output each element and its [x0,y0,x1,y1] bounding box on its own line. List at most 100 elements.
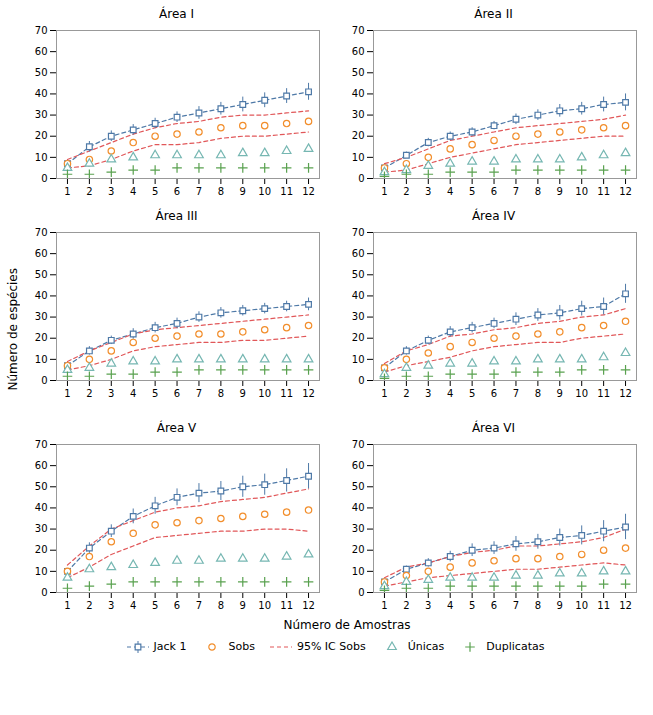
svg-text:9: 9 [240,600,246,611]
svg-text:7: 7 [196,186,202,197]
svg-text:30: 30 [352,523,365,534]
svg-text:7: 7 [196,388,202,399]
svg-text:10: 10 [352,152,365,163]
svg-text:11: 11 [597,388,610,399]
svg-text:20: 20 [35,544,48,555]
svg-text:8: 8 [218,388,224,399]
svg-text:7: 7 [513,388,519,399]
svg-text:3: 3 [425,600,431,611]
svg-text:1: 1 [381,186,387,197]
svg-text:10: 10 [35,152,48,163]
svg-text:2: 2 [403,600,409,611]
svg-text:8: 8 [535,600,541,611]
svg-text:5: 5 [469,186,475,197]
svg-text:11: 11 [597,600,610,611]
svg-text:2: 2 [86,186,92,197]
svg-text:12: 12 [619,388,632,399]
svg-text:10: 10 [575,388,588,399]
svg-text:6: 6 [491,186,497,197]
svg-text:50: 50 [352,269,365,280]
svg-text:0: 0 [41,173,47,184]
svg-text:2: 2 [86,600,92,611]
svg-text:9: 9 [557,388,563,399]
svg-text:6: 6 [174,388,180,399]
svg-text:70: 70 [352,25,365,36]
svg-text:20: 20 [35,332,48,343]
svg-text:5: 5 [152,186,158,197]
svg-text:60: 60 [352,46,365,57]
svg-text:70: 70 [352,227,365,238]
svg-text:0: 0 [41,375,47,386]
svg-text:2: 2 [403,388,409,399]
svg-text:10: 10 [352,354,365,365]
svg-text:4: 4 [447,388,453,399]
svg-text:40: 40 [35,290,48,301]
svg-text:30: 30 [352,109,365,120]
svg-text:60: 60 [35,460,48,471]
svg-text:0: 0 [358,587,364,598]
svg-text:30: 30 [35,523,48,534]
svg-text:10: 10 [258,600,271,611]
svg-text:11: 11 [597,186,610,197]
svg-text:11: 11 [280,186,293,197]
svg-text:5: 5 [469,388,475,399]
svg-text:1: 1 [64,388,70,399]
svg-text:9: 9 [557,186,563,197]
svg-text:10: 10 [258,388,271,399]
svg-text:40: 40 [35,502,48,513]
svg-text:30: 30 [352,311,365,322]
svg-text:40: 40 [352,502,365,513]
svg-text:0: 0 [358,375,364,386]
svg-text:8: 8 [218,600,224,611]
svg-text:8: 8 [218,186,224,197]
svg-text:8: 8 [535,186,541,197]
svg-text:3: 3 [108,388,114,399]
svg-text:12: 12 [619,600,632,611]
svg-text:10: 10 [575,600,588,611]
svg-text:60: 60 [352,248,365,259]
svg-text:4: 4 [130,186,136,197]
svg-text:9: 9 [557,600,563,611]
svg-text:40: 40 [352,290,365,301]
svg-text:11: 11 [280,388,293,399]
svg-text:70: 70 [352,439,365,450]
svg-text:5: 5 [469,600,475,611]
svg-text:6: 6 [491,388,497,399]
svg-text:1: 1 [64,600,70,611]
svg-text:0: 0 [358,173,364,184]
svg-text:7: 7 [513,600,519,611]
svg-text:40: 40 [35,88,48,99]
svg-text:12: 12 [302,186,315,197]
svg-text:4: 4 [447,600,453,611]
svg-text:10: 10 [575,186,588,197]
svg-text:3: 3 [108,600,114,611]
svg-text:12: 12 [302,600,315,611]
svg-text:4: 4 [130,600,136,611]
svg-text:1: 1 [64,186,70,197]
svg-text:7: 7 [196,600,202,611]
svg-text:10: 10 [35,566,48,577]
svg-text:30: 30 [35,311,48,322]
svg-text:4: 4 [447,186,453,197]
svg-text:3: 3 [425,186,431,197]
svg-text:8: 8 [535,388,541,399]
svg-text:60: 60 [35,46,48,57]
svg-text:6: 6 [174,600,180,611]
svg-text:11: 11 [280,600,293,611]
svg-text:20: 20 [352,130,365,141]
svg-text:60: 60 [35,248,48,259]
svg-text:10: 10 [35,354,48,365]
svg-text:1: 1 [381,600,387,611]
svg-text:50: 50 [352,481,365,492]
svg-text:70: 70 [35,439,48,450]
svg-text:10: 10 [352,566,365,577]
svg-text:12: 12 [619,186,632,197]
svg-text:5: 5 [152,600,158,611]
svg-text:50: 50 [35,67,48,78]
svg-text:2: 2 [86,388,92,399]
svg-text:6: 6 [174,186,180,197]
svg-text:6: 6 [491,600,497,611]
svg-text:3: 3 [425,388,431,399]
svg-text:70: 70 [35,227,48,238]
svg-text:50: 50 [35,269,48,280]
